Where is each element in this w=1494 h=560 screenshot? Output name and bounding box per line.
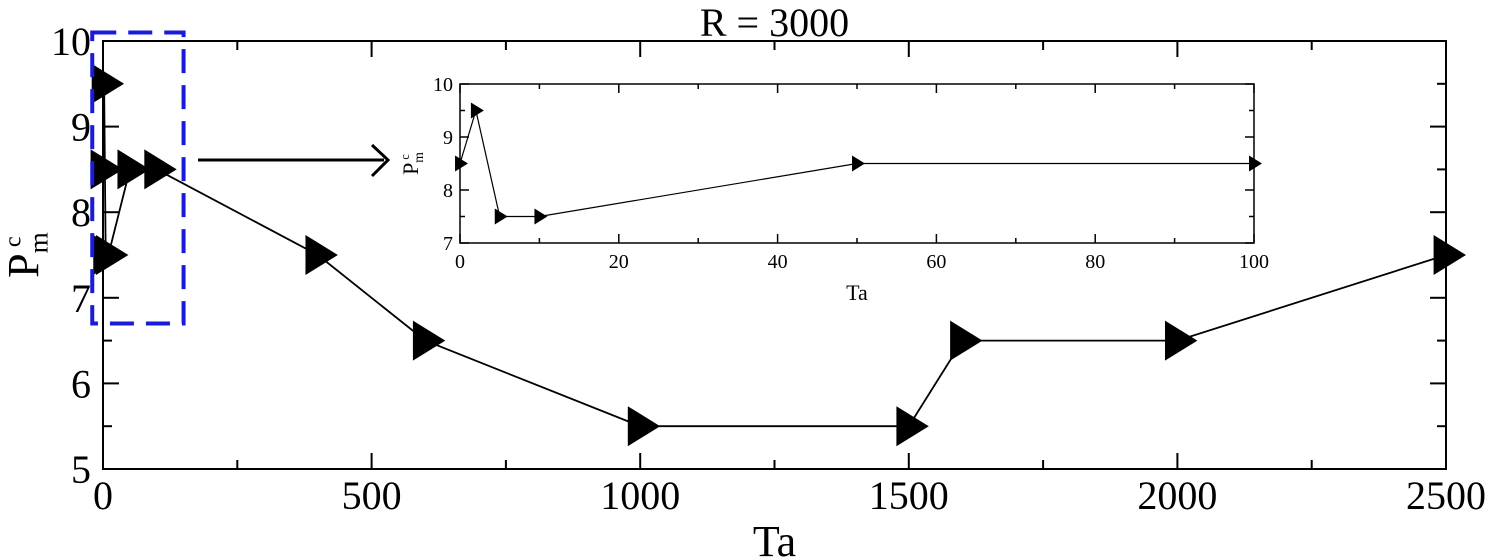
data-point: [95, 235, 129, 275]
y-axis-label: Pmc: [398, 152, 426, 175]
highlight-box: [90, 30, 186, 326]
y-tick-label: 7: [71, 276, 91, 321]
annotation-arrow: [198, 143, 391, 178]
x-tick-label: 100: [1239, 251, 1269, 273]
y-tick-label: 10: [51, 19, 91, 64]
y-tick-label: 5: [71, 447, 91, 492]
y-tick-label: 7: [443, 233, 453, 255]
x-tick-label: 2500: [1406, 473, 1486, 518]
y-tick-label: 9: [71, 105, 91, 150]
y-axis-label: Pmc: [0, 232, 54, 278]
data-point: [1165, 320, 1198, 361]
y-axis-label-subscript: m: [24, 232, 54, 253]
x-axis-label: Ta: [753, 517, 796, 560]
chart-title: R = 3000: [700, 0, 849, 45]
data-point: [144, 149, 177, 190]
y-axis-label-subscript: m: [411, 152, 426, 163]
y-tick-label: 6: [71, 361, 91, 406]
data-point: [305, 235, 338, 275]
x-tick-label: 20: [609, 251, 629, 273]
data-point: [950, 320, 983, 361]
x-tick-label: 2000: [1137, 473, 1217, 518]
data-point: [534, 208, 548, 225]
y-tick-label: 10: [433, 74, 453, 96]
y-tick-label: 8: [443, 180, 453, 202]
y-tick-label: 9: [443, 127, 453, 149]
x-tick-label: 60: [926, 251, 946, 273]
data-point: [470, 102, 484, 119]
data-point: [852, 155, 865, 172]
x-tick-label: 500: [342, 473, 402, 518]
y-axis-label-superscript: c: [0, 236, 26, 247]
inset-plot: 0 20 40 60 80 100 7 8 9 10 Ta Pmc: [398, 74, 1269, 305]
x-tick-label: 0: [455, 251, 465, 273]
x-tick-label: 40: [768, 251, 788, 273]
x-axis-label: Ta: [846, 280, 868, 305]
y-tick-label: 8: [71, 190, 91, 235]
y-axis-label-main: P: [0, 253, 48, 277]
y-axis-label-main: P: [398, 163, 423, 175]
data-point: [455, 155, 468, 172]
x-tick-label: 0: [93, 473, 113, 518]
data-point: [896, 406, 929, 447]
data-point: [1433, 235, 1466, 275]
arrow-head: [370, 143, 391, 178]
data-point: [494, 208, 508, 225]
x-tick-label: 1000: [600, 473, 680, 518]
data-point: [1249, 155, 1262, 172]
data-point: [90, 149, 123, 190]
data-point: [91, 63, 125, 104]
data-point: [117, 149, 150, 190]
data-point: [412, 320, 446, 361]
y-axis-label-superscript: c: [398, 154, 412, 159]
data-point: [627, 406, 661, 447]
x-tick-label: 80: [1085, 251, 1105, 273]
series-line: [459, 108, 1254, 218]
x-tick-label: 1500: [869, 473, 949, 518]
